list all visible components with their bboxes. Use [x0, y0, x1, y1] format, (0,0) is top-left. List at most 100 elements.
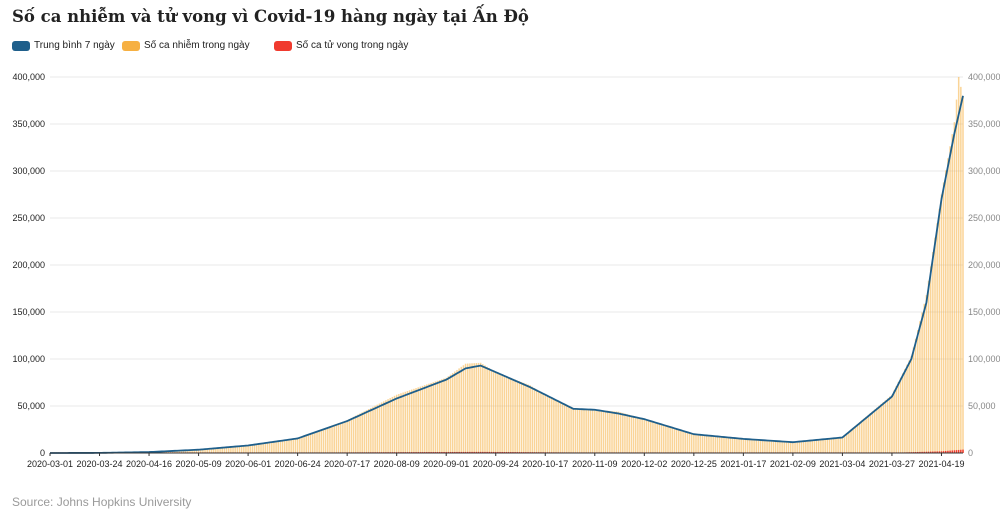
x-tick-label: 2021-03-27 [869, 459, 915, 469]
case-bar [240, 445, 243, 453]
case-bar [932, 251, 934, 453]
case-bar [553, 398, 555, 453]
case-bar [759, 439, 762, 453]
case-bar [688, 432, 691, 453]
case-bar [798, 441, 801, 453]
case-bar [361, 412, 363, 453]
case-bar [283, 439, 286, 453]
death-bar [466, 451, 469, 453]
x-tick-label: 2020-06-24 [275, 459, 321, 469]
case-bar [884, 400, 887, 453]
case-bar [387, 399, 389, 453]
case-bar [413, 388, 415, 453]
x-tick-label: 2021-02-09 [770, 459, 816, 469]
case-bar [311, 432, 314, 453]
case-bar [505, 376, 508, 453]
death-bar [953, 450, 956, 453]
case-bar [415, 388, 417, 453]
case-bar [443, 378, 445, 453]
case-bar [925, 295, 928, 453]
death-bar [445, 451, 447, 453]
case-bar [733, 438, 736, 453]
case-bar [779, 440, 781, 453]
case-bar [583, 408, 585, 453]
death-bar [929, 451, 932, 453]
case-bar [656, 423, 658, 453]
case-bar [643, 419, 646, 453]
case-bar [475, 363, 478, 453]
case-bar [314, 431, 316, 453]
x-tick-label: 2020-05-09 [176, 459, 222, 469]
legend-item-cases[interactable]: Số ca nhiễm trong ngày [122, 40, 250, 51]
x-tick-label: 2020-10-17 [522, 459, 568, 469]
case-bar [370, 407, 372, 453]
y-tick-label-right: 400,000 [968, 72, 1000, 82]
x-tick-label: 2020-06-01 [225, 459, 271, 469]
case-bar [703, 435, 706, 453]
legend-item-deaths[interactable]: Số ca tử vong trong ngày [274, 40, 408, 51]
case-bar [783, 441, 786, 453]
case-bar [945, 170, 947, 453]
case-bar [460, 366, 463, 453]
y-tick-label-left: 400,000 [12, 72, 45, 82]
case-bar [477, 362, 480, 453]
case-bar [255, 443, 258, 453]
death-bar [960, 449, 962, 453]
case-bar [886, 398, 889, 453]
case-bar [268, 441, 271, 453]
case-bar [561, 402, 564, 453]
case-bar [811, 439, 814, 453]
case-bar [598, 410, 600, 453]
case-bar [559, 401, 562, 453]
case-bar [458, 368, 460, 453]
legend-item-avg[interactable]: Trung bình 7 ngày [12, 40, 115, 51]
case-bar [510, 377, 512, 453]
case-bar [609, 410, 611, 453]
case-bar [710, 435, 712, 453]
case-bar [873, 409, 876, 453]
case-bar [641, 418, 643, 453]
x-tick-label: 2020-07-17 [324, 459, 370, 469]
case-bar [882, 402, 885, 453]
case-bar [714, 436, 717, 453]
case-bar [482, 364, 484, 453]
case-bar [219, 447, 221, 453]
case-bar [723, 437, 725, 453]
case-bar [355, 415, 357, 453]
case-bar [296, 437, 299, 453]
case-bar [938, 208, 941, 453]
case-bar [529, 385, 531, 453]
case-bar [436, 380, 439, 453]
legend-swatch-avg [12, 40, 30, 51]
y-tick-label-right: 0 [968, 448, 973, 458]
death-bar [473, 451, 475, 453]
case-bars [51, 77, 964, 454]
case-bar [658, 423, 661, 453]
case-bar [678, 429, 680, 453]
case-bar [227, 446, 230, 453]
case-bar [947, 158, 949, 453]
case-bar [402, 392, 404, 453]
case-bar [591, 409, 594, 453]
case-bar [757, 439, 760, 453]
case-bar [770, 440, 773, 453]
death-bar [447, 451, 450, 453]
case-bar [785, 441, 788, 453]
case-bar [639, 417, 641, 453]
legend: Trung bình 7 ngày Số ca nhiễm trong ngày… [12, 40, 612, 56]
death-bar [932, 451, 934, 453]
case-bar [662, 425, 665, 453]
case-bar [275, 441, 277, 453]
case-bar [538, 390, 540, 453]
case-bar [434, 381, 437, 453]
case-bar [376, 404, 379, 453]
case-bar [731, 437, 734, 453]
case-bar [852, 427, 854, 453]
case-bar [634, 416, 637, 453]
grid-lines [50, 76, 963, 407]
case-bar [628, 414, 630, 453]
case-bar [193, 449, 196, 453]
case-bar [266, 442, 269, 453]
case-bar [544, 394, 547, 453]
x-tick-label: 2020-11-09 [572, 459, 617, 469]
